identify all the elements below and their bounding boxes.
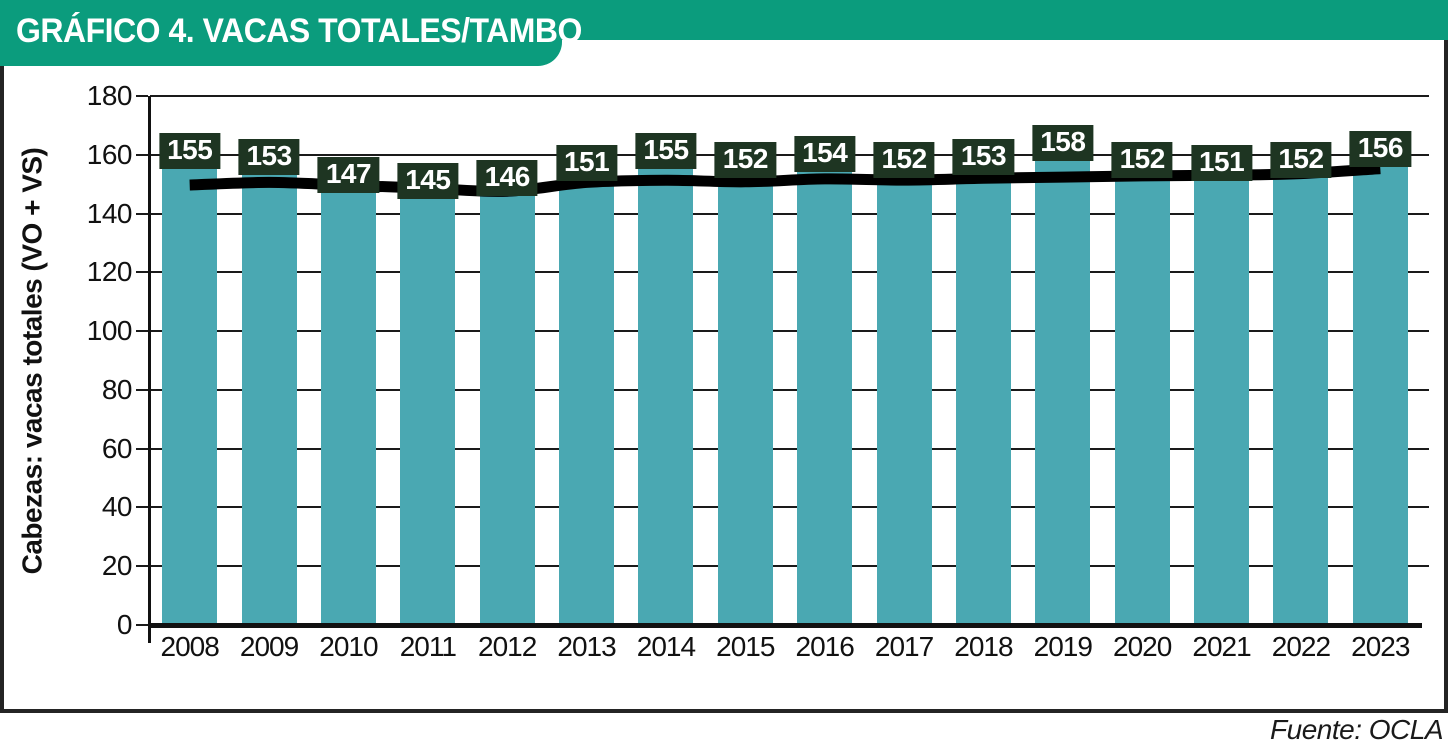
bar-value-label-2020: 152 [1111,142,1173,179]
y-tick-label: 180 [86,80,133,111]
bar-2014 [638,169,694,627]
chart-title: GRÁFICO 4. VACAS TOTALES/TAMBO [16,12,582,50]
x-tick-label-2019: 2019 [1033,631,1093,662]
x-tick-label-2014: 2014 [636,631,696,662]
y-tick-mark-right [1420,447,1429,450]
gridline [150,388,1420,391]
chart-figure: GRÁFICO 4. VACAS TOTALES/TAMBO Cabezas: … [0,0,1448,662]
bar-value-label-2022: 152 [1270,142,1332,179]
bar-2020 [1114,178,1170,627]
y-tick-mark-right [1420,330,1429,333]
bar-2013 [559,181,615,627]
bar-value-label-2023: 156 [1349,130,1411,167]
bar-2008 [162,169,218,627]
bar-value-label-2016: 154 [794,136,856,173]
y-tick-mark-left [136,565,148,568]
x-tick-label-2013: 2013 [557,631,616,662]
y-tick-label: 20 [101,550,133,582]
y-tick-label: 160 [86,138,133,170]
x-tick-label-2011: 2011 [399,631,457,662]
bar-value-label-2009: 153 [238,139,300,176]
y-tick-mark-left [136,95,148,97]
y-tick-label: 140 [86,197,133,229]
bar-value-label-2011: 145 [397,162,459,199]
x-tick-label-2008: 2008 [160,631,220,662]
y-tick-mark-right [1420,153,1429,156]
bar-2017 [876,178,932,627]
y-tick-mark-left [136,153,148,156]
bar-value-label-2008: 155 [159,133,221,170]
y-tick-label: 100 [86,315,133,347]
gridline [150,271,1420,274]
gridline [150,506,1420,509]
y-tick-label: 60 [101,432,133,464]
bar-2023 [1352,166,1408,627]
y-tick-mark-left [136,506,148,509]
gridline [150,212,1420,215]
x-tick-label-2016: 2016 [795,631,855,662]
x-tick-label-2017: 2017 [874,631,934,662]
x-tick-label-2023: 2023 [1351,631,1410,662]
y-tick-mark-right [1420,212,1429,215]
gridline [150,447,1420,450]
bar-value-label-2010: 147 [317,156,380,193]
x-tick-label-2020: 2020 [1113,631,1172,662]
y-tick-mark-left [136,624,148,626]
x-tick-label-2009: 2009 [239,631,299,662]
bar-2021 [1194,181,1250,627]
bar-2016 [797,172,853,627]
bar-value-label-2018: 153 [952,139,1015,176]
x-tick-label-2018: 2018 [954,631,1013,662]
bar-value-label-2015: 152 [714,142,776,179]
y-tick-label: 40 [101,491,133,523]
bar-2009 [241,175,297,627]
y-tick-label: 120 [86,256,133,288]
x-tick-label-2010: 2010 [319,631,378,662]
gridline [150,153,1420,156]
y-tick-mark-right [1420,95,1429,97]
y-tick-mark-left [136,447,148,450]
bar-2022 [1273,178,1329,627]
gridline [150,565,1420,568]
y-tick-label: 80 [101,373,133,405]
x-tick-label-2022: 2022 [1271,631,1331,662]
title-tab: GRÁFICO 4. VACAS TOTALES/TAMBO [0,0,582,66]
bar-value-label-2013: 151 [555,145,618,182]
y-tick-mark-left [136,212,148,215]
y-axis-title-wrap: Cabezas: vacas totales (VO + VS) [8,96,56,625]
x-axis-line [148,623,1422,628]
bar-2015 [717,178,773,627]
gridline [150,330,1420,333]
bar-2019 [1035,160,1091,627]
x-tick-label-2012: 2012 [478,631,537,662]
y-tick-mark-right [1420,388,1429,391]
bar-value-label-2021: 151 [1190,145,1253,182]
y-tick-label: 0 [116,609,133,640]
bar-2010 [320,192,376,627]
y-tick-mark-left [136,271,148,274]
bar-value-label-2014: 155 [635,133,697,170]
gridline [150,95,1420,97]
x-tick-label-2021: 2021 [1192,631,1251,662]
bar-2018 [955,175,1011,627]
y-tick-mark-left [136,388,148,391]
source-text: Fuente: OCLA [1270,714,1443,745]
y-tick-mark-left [136,330,148,333]
bar-value-label-2019: 158 [1032,124,1094,161]
y-tick-mark-right [1420,506,1429,509]
bar-2011 [400,198,456,627]
y-axis-line [148,96,151,643]
bar-value-label-2017: 152 [873,142,935,179]
y-tick-mark-right [1420,565,1429,568]
bar-2012 [479,195,535,627]
x-tick-label-2015: 2015 [716,631,775,662]
y-tick-mark-right [1420,271,1429,274]
bar-value-label-2012: 146 [476,159,538,196]
